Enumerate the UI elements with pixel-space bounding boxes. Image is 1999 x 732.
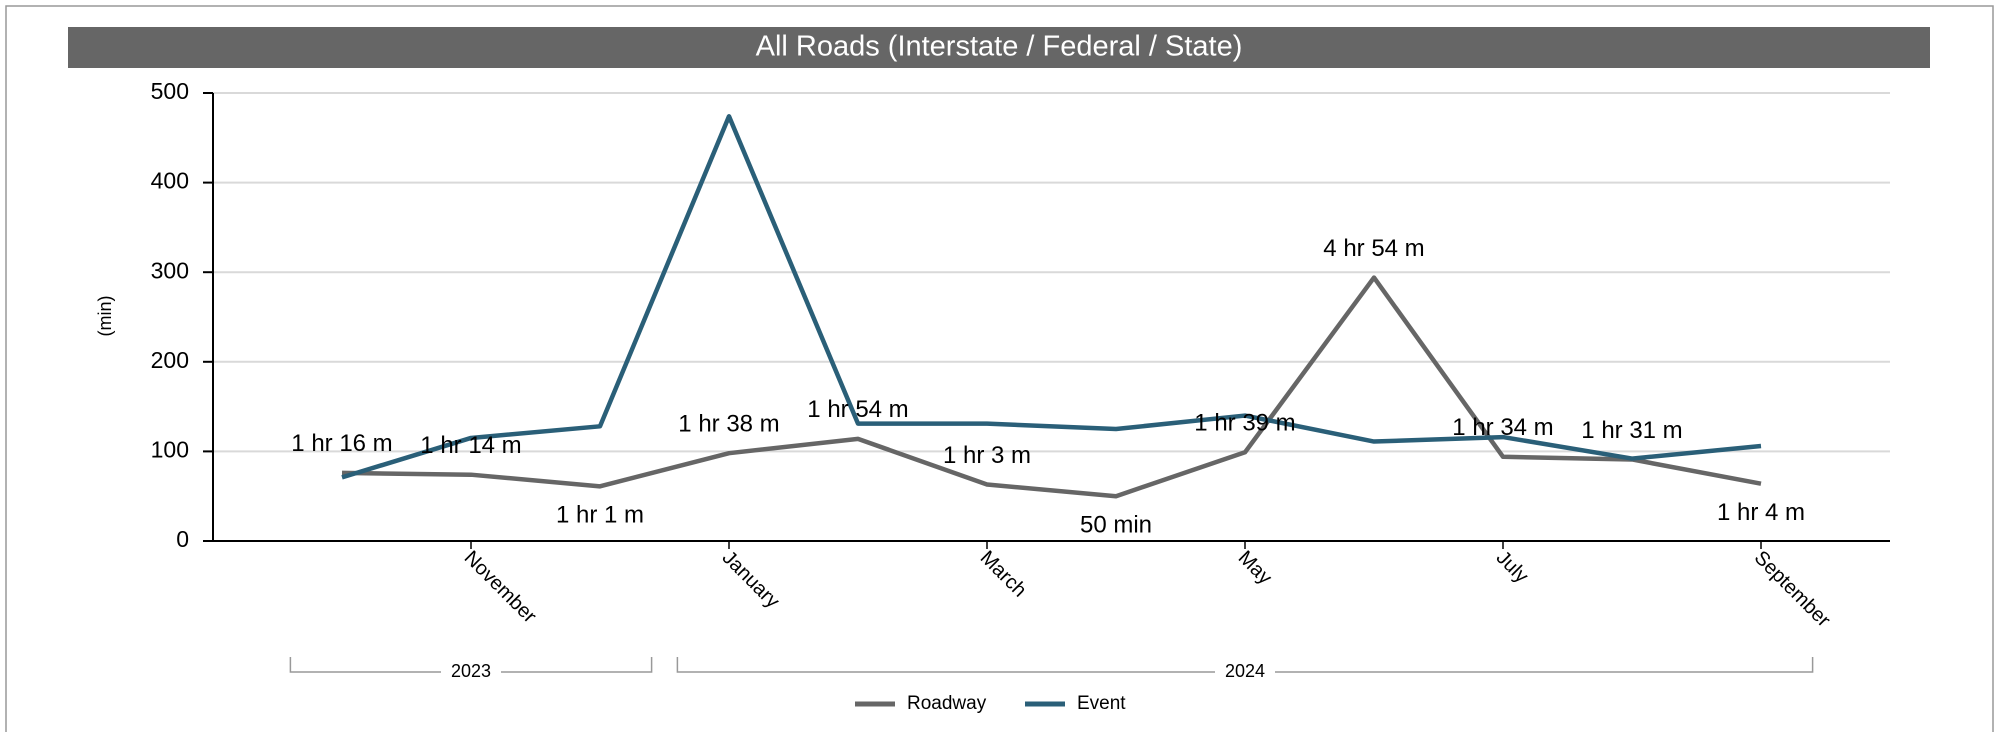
series-line bbox=[341, 275, 1762, 499]
x-tick-label: March bbox=[976, 547, 1031, 602]
y-tick-label: 100 bbox=[151, 436, 189, 462]
group-label: 2024 bbox=[1225, 661, 1265, 681]
data-label: 1 hr 31 m bbox=[1581, 417, 1682, 444]
legend-label: Roadway bbox=[907, 693, 987, 714]
group-bracket bbox=[289, 657, 653, 673]
y-tick-label: 300 bbox=[151, 257, 189, 283]
y-tick-label: 400 bbox=[151, 168, 189, 194]
data-label: 50 min bbox=[1080, 512, 1152, 539]
y-axis-label: (min) bbox=[95, 296, 115, 337]
group-label: 2023 bbox=[451, 661, 491, 681]
data-label: 1 hr 39 m bbox=[1194, 410, 1295, 437]
y-tick-label: 500 bbox=[151, 78, 189, 104]
data-label: 1 hr 3 m bbox=[943, 442, 1031, 469]
title-bar bbox=[68, 27, 1930, 68]
data-label: 1 hr 34 m bbox=[1452, 414, 1553, 441]
data-label: 1 hr 1 m bbox=[556, 502, 644, 529]
data-label: 4 hr 54 m bbox=[1323, 235, 1424, 262]
x-tick-label: November bbox=[460, 547, 541, 628]
x-tick-label: May bbox=[1234, 547, 1276, 589]
y-tick-label: 200 bbox=[151, 347, 189, 373]
series-line bbox=[341, 114, 1762, 480]
legend-label: Event bbox=[1077, 693, 1126, 714]
group-bracket bbox=[676, 657, 1814, 673]
chart-title: All Roads (Interstate / Federal / State) bbox=[756, 31, 1243, 63]
data-label: 1 hr 14 m bbox=[420, 432, 521, 459]
x-tick-label: January bbox=[718, 547, 784, 613]
data-label: 1 hr 38 m bbox=[678, 411, 779, 438]
data-label: 1 hr 4 m bbox=[1717, 499, 1805, 526]
data-label: 1 hr 54 m bbox=[807, 396, 908, 423]
data-label: 1 hr 16 m bbox=[291, 430, 392, 457]
y-tick-label: 0 bbox=[176, 526, 189, 552]
frame bbox=[5, 5, 1994, 732]
x-tick-label: July bbox=[1492, 547, 1533, 588]
x-tick-label: September bbox=[1750, 547, 1835, 632]
